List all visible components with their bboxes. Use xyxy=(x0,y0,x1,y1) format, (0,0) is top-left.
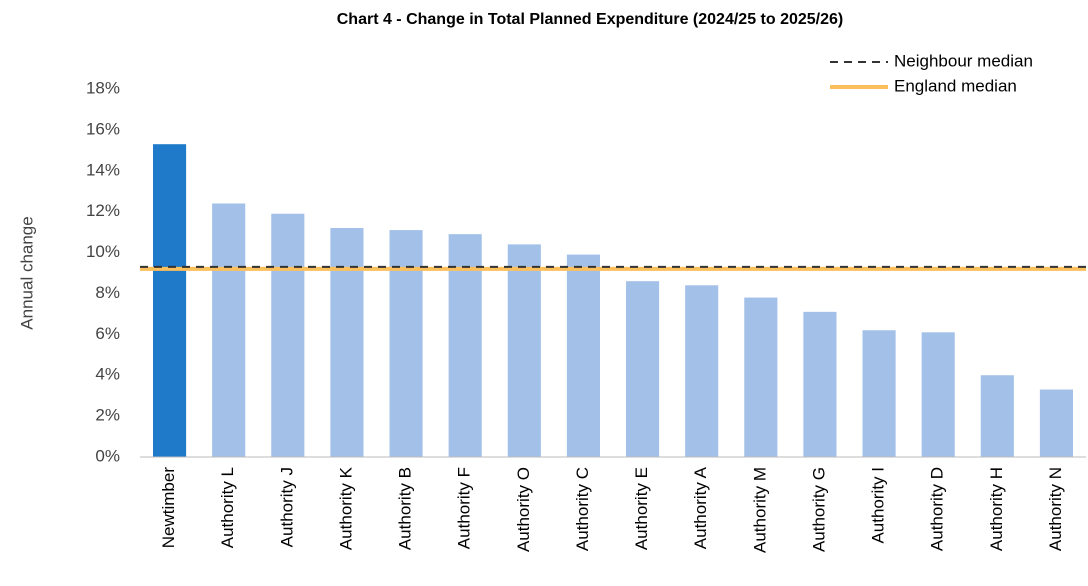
bar xyxy=(980,375,1014,457)
x-tick-label: Authority J xyxy=(277,467,296,547)
bar xyxy=(921,332,955,457)
bar xyxy=(744,297,778,457)
x-tick-label: Authority M xyxy=(750,467,769,553)
chart-title: Chart 4 - Change in Total Planned Expend… xyxy=(337,11,844,28)
x-tick-label: Authority C xyxy=(573,467,592,551)
bar xyxy=(626,281,660,457)
x-tick-label: Authority D xyxy=(928,467,947,551)
x-tick-label: Authority L xyxy=(218,467,237,548)
x-tick-label: Authority F xyxy=(455,467,474,549)
y-tick-label: 14% xyxy=(86,160,120,179)
bar xyxy=(1039,389,1073,457)
y-tick-label: 6% xyxy=(95,324,120,343)
y-tick-label: 10% xyxy=(86,242,120,261)
x-tick-label: Authority B xyxy=(396,467,415,550)
y-tick-label: 16% xyxy=(86,119,120,138)
x-tick-label: Authority G xyxy=(809,467,828,552)
y-tick-label: 4% xyxy=(95,365,120,384)
bar xyxy=(389,230,423,457)
y-axis-label: Annual change xyxy=(17,216,36,329)
y-tick-label: 2% xyxy=(95,406,120,425)
x-tick-label: Authority E xyxy=(632,467,651,550)
bar xyxy=(566,254,600,457)
x-tick-label: Authority N xyxy=(1046,467,1065,551)
y-tick-label: 0% xyxy=(95,446,120,465)
x-tick-label: Authority K xyxy=(336,466,355,550)
bar xyxy=(212,203,246,457)
y-tick-label: 8% xyxy=(95,283,120,302)
bar xyxy=(153,144,187,457)
y-tick-label: 12% xyxy=(86,201,120,220)
x-tick-label: Authority I xyxy=(869,467,888,544)
x-tick-label: Authority A xyxy=(691,466,710,549)
bar xyxy=(271,213,305,457)
bar xyxy=(803,311,837,457)
legend-label: Neighbour median xyxy=(894,51,1033,70)
bar xyxy=(507,244,541,457)
bar xyxy=(862,330,896,457)
bar xyxy=(685,285,719,457)
x-tick-label: Authority O xyxy=(514,467,533,552)
x-tick-label: Newtimber xyxy=(159,467,178,549)
legend-label: England median xyxy=(894,76,1017,95)
x-tick-label: Authority H xyxy=(987,467,1006,551)
bar xyxy=(448,234,482,457)
bar xyxy=(330,228,364,457)
y-tick-label: 18% xyxy=(86,78,120,97)
